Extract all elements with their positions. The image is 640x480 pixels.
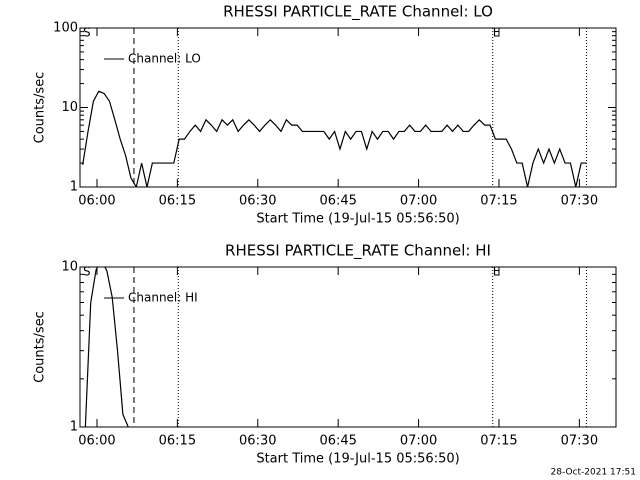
annotation: S	[83, 26, 91, 40]
chart-title: RHESSI PARTICLE_RATE Channel: LO	[223, 3, 493, 22]
x-tick-label: 06:15	[159, 434, 196, 449]
plot-frame	[79, 266, 617, 428]
legend-label: Channel: HI	[128, 291, 198, 305]
annotation: E	[493, 265, 501, 279]
annotation: E	[493, 26, 501, 40]
x-tick-label: 07:15	[480, 194, 517, 209]
x-axis-label: Start Time (19-Jul-15 05:56:50)	[256, 452, 459, 467]
x-tick-label: 06:00	[78, 434, 115, 449]
x-tick-label: 06:15	[159, 194, 196, 209]
x-tick-label: 07:30	[561, 434, 598, 449]
annotation: S	[83, 265, 91, 279]
y-tick-label: 10	[61, 260, 78, 275]
x-tick-label: 06:30	[239, 194, 276, 209]
x-tick-label: 07:15	[480, 434, 517, 449]
x-tick-label: 06:45	[319, 434, 356, 449]
legend-label: Channel: LO	[128, 52, 201, 66]
y-tick-label: 1	[70, 180, 78, 195]
data-line	[82, 90, 587, 187]
x-tick-label: 06:30	[239, 434, 276, 449]
x-axis-label: Start Time (19-Jul-15 05:56:50)	[256, 212, 459, 227]
chart-title: RHESSI PARTICLE_RATE Channel: HI	[225, 242, 491, 261]
data-line	[84, 267, 129, 427]
x-tick-label: 06:45	[319, 194, 356, 209]
x-tick-label: 07:00	[400, 434, 437, 449]
y-axis-label: Counts/sec	[33, 311, 48, 383]
footer: 28-Oct-2021 17:51	[551, 468, 636, 478]
y-tick-label: 100	[53, 21, 78, 36]
y-tick-label: 10	[61, 100, 78, 115]
x-tick-label: 07:30	[561, 194, 598, 209]
y-axis-label: Counts/sec	[33, 72, 48, 144]
x-tick-label: 07:00	[400, 194, 437, 209]
y-tick-label: 1	[70, 420, 78, 435]
x-tick-label: 06:00	[78, 194, 115, 209]
